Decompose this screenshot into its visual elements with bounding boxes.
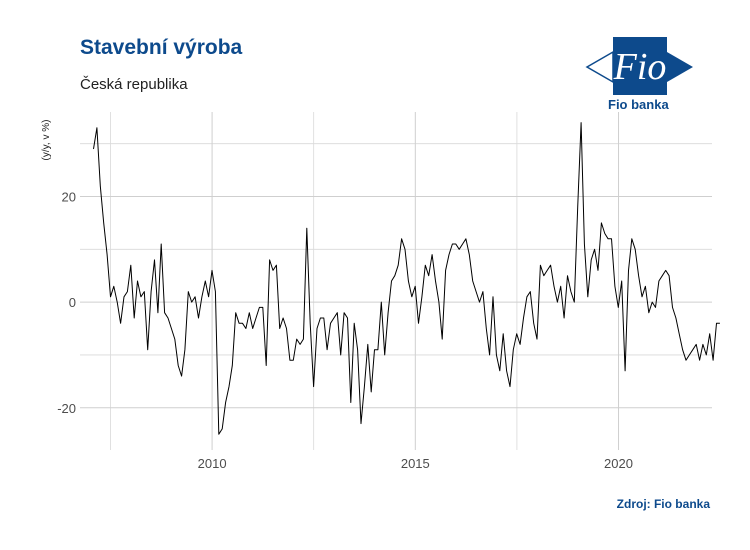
y-tick-label: -20 [57,401,76,416]
y-tick-label: 20 [62,190,76,205]
source-note: Zdroj: Fio banka [616,497,710,511]
logo-caption: Fio banka [608,97,669,112]
x-tick-label: 2010 [198,456,227,471]
series-group [93,122,720,435]
fio-logo-icon: Fio [585,37,693,95]
y-tick-labels: -20 0 20 [57,190,76,416]
x-tick-label: 2020 [604,456,633,471]
grid-major [80,112,712,450]
chart-title: Stavební výroba [80,36,243,59]
y-tick-label: 0 [69,295,76,310]
x-tick-label: 2015 [401,456,430,471]
y-axis-label: (y/y, v %) [41,120,52,161]
x-tick-labels: 2010 2015 2020 [198,456,633,471]
logo-wordmark: Fio [613,46,667,88]
grid-minor [80,112,712,450]
series-line-0 [93,122,720,435]
chart-subtitle: Česká republika [80,76,188,93]
